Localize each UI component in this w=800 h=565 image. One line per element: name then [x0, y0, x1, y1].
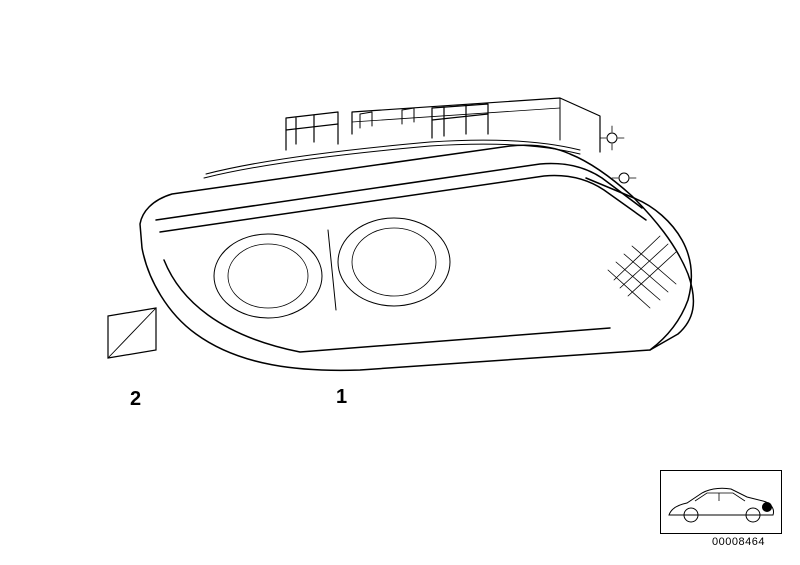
locator-inset — [660, 470, 782, 534]
locator-highlight-dot — [762, 502, 772, 512]
locator-car-silhouette — [661, 471, 781, 533]
callout-2: 2 — [130, 388, 141, 411]
diagram-canvas: 1 2 00008464 — [0, 0, 800, 565]
part-number-label: 00008464 — [712, 536, 765, 548]
callout-1: 1 — [336, 386, 347, 409]
